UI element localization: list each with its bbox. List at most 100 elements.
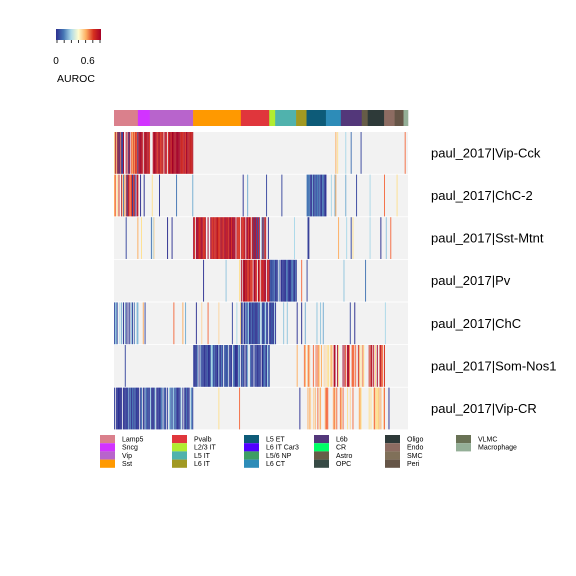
heatmap-cell [204, 345, 206, 387]
heatmap-cell [262, 217, 264, 259]
heatmap-cell [124, 387, 126, 430]
heatmap-cell [155, 132, 157, 174]
heatmap-cell [172, 387, 174, 430]
heatmap-cell [248, 302, 250, 345]
heatmap-cell [299, 387, 301, 430]
heatmap-cell [131, 387, 133, 430]
heatmap-cell [221, 345, 223, 387]
heatmap-cell [179, 387, 181, 430]
heatmap-cell [135, 132, 137, 174]
heatmap-cell [380, 387, 382, 430]
heatmap-cell [248, 217, 250, 259]
heatmap-cell [266, 345, 268, 387]
heatmap-cell [353, 345, 355, 387]
heatmap-cell [241, 217, 243, 259]
heatmap-cell [164, 132, 166, 174]
heatmap-cell [207, 345, 209, 387]
heatmap-cell [249, 259, 251, 302]
heatmap-cell [249, 259, 250, 302]
heatmap-cell [382, 345, 384, 387]
heatmap-cell [312, 174, 314, 217]
heatmap-cell [126, 174, 128, 217]
heatmap-cell [136, 174, 138, 217]
heatmap-cell [254, 302, 256, 345]
heatmap-cell [384, 174, 385, 217]
heatmap-cell [351, 345, 353, 387]
heatmap-cell [195, 345, 197, 387]
heatmap-cell [114, 174, 115, 217]
heatmap-cell [252, 217, 254, 259]
heatmap-cell [246, 217, 248, 259]
heatmap-cell [345, 174, 347, 217]
heatmap-cell [226, 345, 228, 387]
heatmap-cell [177, 387, 178, 430]
heatmap-cell [164, 387, 166, 430]
heatmap-cell [348, 345, 350, 387]
heatmap-cell [192, 174, 194, 217]
heatmap-cell [137, 132, 139, 174]
heatmap-cell [143, 174, 145, 217]
heatmap-cell [243, 259, 245, 302]
annotation-segment-pvalb [240, 110, 270, 126]
heatmap-cell [163, 387, 165, 430]
heatmap-cell [211, 345, 213, 387]
legend-swatch [100, 451, 115, 460]
heatmap-cell [346, 217, 348, 259]
annotation-segment-l5-et [306, 110, 327, 126]
heatmap-cell [228, 217, 230, 259]
heatmap-cell [265, 345, 267, 387]
heatmap-cell [216, 217, 218, 259]
heatmap-cell [250, 302, 252, 345]
heatmap-cell [251, 259, 253, 302]
legend-label: Oligo [407, 437, 423, 444]
heatmap-cell [122, 174, 124, 217]
heatmap-cell [269, 259, 271, 302]
heatmap-cell [264, 217, 266, 259]
legend-swatch [244, 459, 259, 468]
heatmap-cell [119, 132, 121, 174]
heatmap-cell [294, 217, 295, 259]
heatmap-cell [330, 345, 332, 387]
heatmap-cell [213, 345, 215, 387]
heatmap-cell [173, 132, 175, 174]
heatmap-cell [308, 217, 310, 259]
heatmap-cell [173, 387, 175, 430]
heatmap-cell [375, 387, 376, 430]
heatmap-cell [176, 132, 178, 174]
heatmap-cell [344, 345, 346, 387]
heatmap-cell [137, 174, 139, 217]
legend-swatch [244, 443, 259, 452]
row-label: paul_2017|Pv [431, 273, 511, 288]
heatmap-cell [223, 217, 225, 259]
heatmap-cell [202, 345, 204, 387]
heatmap-cell [265, 302, 267, 345]
heatmap-cell [255, 302, 257, 345]
heatmap-cell [201, 345, 203, 387]
heatmap-cell [265, 217, 267, 259]
heatmap-cell [150, 217, 152, 259]
heatmap-cell [239, 387, 241, 430]
heatmap-cell [350, 217, 352, 259]
heatmap-cell [230, 345, 232, 387]
heatmap-cell [245, 345, 247, 387]
heatmap-cell [144, 302, 146, 345]
row-label: paul_2017|ChC-2 [431, 188, 533, 203]
heatmap-cell [161, 387, 163, 430]
heatmap-cell [231, 217, 233, 259]
heatmap-cell [175, 387, 177, 430]
heatmap-cell [185, 302, 187, 345]
heatmap-cell [251, 302, 253, 345]
heatmap-cell [258, 345, 259, 387]
legend-label: Sncg [122, 445, 138, 452]
heatmap-cell [207, 217, 209, 259]
heatmap-cell [257, 217, 259, 259]
heatmap-cell [150, 387, 152, 430]
heatmap-cell [157, 387, 159, 430]
annotation-segment-macrophage [403, 110, 409, 126]
heatmap-cell [348, 345, 349, 387]
heatmap-cell [267, 217, 269, 259]
legend-label: Astro [336, 453, 352, 460]
heatmap-cell [261, 259, 263, 302]
legend-label: Vip [122, 453, 132, 460]
heatmap-cell [287, 259, 289, 302]
